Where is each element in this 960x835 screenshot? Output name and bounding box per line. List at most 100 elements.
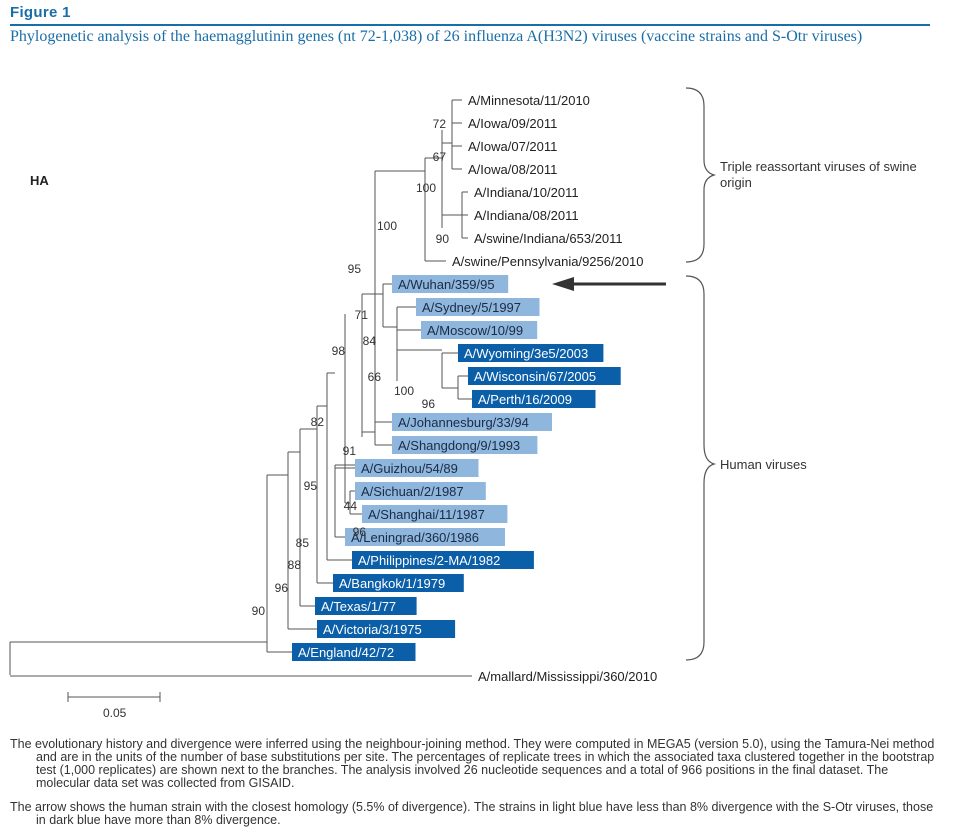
- taxon-label: A/Iowa/07/2011: [468, 139, 557, 154]
- light-blue-highlight: [392, 413, 552, 431]
- bootstrap-value: 96: [422, 397, 436, 411]
- figure-label: Figure 1: [10, 4, 71, 21]
- bootstrap-value: 100: [377, 219, 397, 233]
- dark-blue-highlight: [317, 620, 456, 638]
- taxon-20: A/Philippines/2-MA/1982: [352, 551, 534, 569]
- taxon-9: A/Sydney/5/1997: [416, 298, 540, 316]
- taxon-10: A/Moscow/10/99: [421, 321, 538, 339]
- taxon-label: A/Wyoming/3e5/2003: [464, 346, 588, 361]
- bootstrap-value: 66: [368, 370, 382, 384]
- taxon-label: A/Iowa/08/2011: [468, 162, 557, 177]
- taxon-label: A/Iowa/09/2011: [468, 116, 557, 131]
- taxon-15: A/Shangdong/9/1993: [392, 436, 538, 454]
- bootstrap-value: 95: [348, 262, 362, 276]
- bootstrap-value: 91: [343, 444, 357, 458]
- taxon-label: A/Guizhou/54/89: [361, 461, 458, 476]
- light-blue-highlight: [421, 321, 538, 339]
- taxon-label: A/Bangkok/1/1979: [339, 576, 445, 591]
- bootstrap-value: 85: [296, 536, 310, 550]
- taxon-label: A/Wuhan/359/95: [398, 277, 495, 292]
- taxon-22: A/Texas/1/77: [315, 597, 417, 615]
- swine-label-box: Triple reassortant viruses of swine orig…: [720, 159, 917, 190]
- taxon-label: A/Sichuan/2/1987: [361, 484, 464, 499]
- light-blue-highlight: [345, 528, 505, 546]
- bootstrap-value: 100: [394, 384, 414, 398]
- bootstrap-value: 90: [252, 604, 266, 618]
- light-blue-highlight: [355, 459, 479, 477]
- taxon-16: A/Guizhou/54/89: [355, 459, 479, 477]
- gene-label: HA: [30, 173, 49, 188]
- taxon-3: A/Iowa/08/2011: [468, 162, 557, 177]
- taxon-label: A/Moscow/10/99: [427, 323, 523, 338]
- taxon-label: A/England/42/72: [298, 645, 394, 660]
- light-blue-highlight: [416, 298, 540, 316]
- swine-bracket: [685, 87, 717, 263]
- tree-canvas: HA A/Minnesota/11/2010 A/Iowa/09/2011 A/Io…: [9, 87, 917, 720]
- bootstrap-value: 82: [311, 415, 325, 429]
- taxon-label: A/Victoria/3/1975: [323, 622, 422, 637]
- taxon-label: A/Sydney/5/1997: [422, 300, 521, 315]
- taxon-17: A/Sichuan/2/1987: [355, 482, 486, 500]
- taxon-label: A/Leningrad/360/1986: [351, 530, 479, 545]
- bootstrap-value: 96: [353, 525, 367, 539]
- taxon-label: A/Johannesburg/33/94: [398, 415, 529, 430]
- light-blue-highlight: [362, 505, 508, 523]
- light-blue-highlight: [392, 275, 509, 293]
- taxon-label: A/Philippines/2-MA/1982: [358, 553, 500, 568]
- taxon-8: A/Wuhan/359/95: [392, 275, 509, 293]
- bootstrap-value: 100: [416, 181, 436, 195]
- taxon-13: A/Perth/16/2009: [472, 390, 596, 408]
- figure-title: Phylogenetic analysis of the haemaggluti…: [10, 28, 863, 45]
- bootstrap-value: 88: [288, 558, 302, 572]
- taxon-label: A/Minnesota/11/2010: [468, 93, 590, 108]
- bootstrap-value: 90: [436, 232, 450, 246]
- light-blue-highlight: [355, 482, 486, 500]
- swine-group-label: Triple reassortant viruses of swine orig…: [720, 159, 917, 190]
- taxon-label: A/Shangdong/9/1993: [398, 438, 520, 453]
- dark-blue-highlight: [315, 597, 417, 615]
- dark-blue-highlight: [292, 643, 416, 661]
- caption-paragraph-2: The arrow shows the human strain with th…: [10, 801, 940, 827]
- caption-text-1: The evolutionary history and divergence …: [10, 737, 935, 790]
- taxon-6: A/swine/Indiana/653/2011: [474, 231, 623, 246]
- taxon-label: A/Texas/1/77: [321, 599, 396, 614]
- taxon-label: A/swine/Indiana/653/2011: [474, 231, 623, 246]
- taxon-11: A/Wyoming/3e5/2003: [458, 344, 604, 362]
- taxon-label: A/Indiana/08/2011: [474, 208, 579, 223]
- bootstrap-value: 96: [275, 581, 289, 595]
- tree-taxa: A/Minnesota/11/2010 A/Iowa/09/2011 A/Iowa/…: [292, 93, 657, 684]
- taxon-label: A/Wisconsin/67/2005: [474, 369, 596, 384]
- taxon-label: A/mallard/Mississippi/360/2010: [478, 669, 657, 684]
- taxon-0: A/Minnesota/11/2010: [468, 93, 590, 108]
- phylogenetic-tree: HA A/Minnesota/11/2010 A/Iowa/09/2011 A/Io…: [0, 80, 960, 730]
- bootstrap-value: 84: [363, 334, 377, 348]
- taxon-25: A/mallard/Mississippi/360/2010: [478, 669, 657, 684]
- bootstrap-value: 44: [344, 499, 358, 513]
- caption-text-2: The arrow shows the human strain with th…: [10, 800, 934, 827]
- dark-blue-highlight: [458, 344, 604, 362]
- taxon-label: A/swine/Pennsylvania/9256/2010: [452, 254, 644, 269]
- taxon-14: A/Johannesburg/33/94: [392, 413, 552, 431]
- taxon-12: A/Wisconsin/67/2005: [468, 367, 621, 385]
- bootstrap-value: 98: [332, 344, 346, 358]
- closest-homology-arrow-head: [552, 277, 574, 291]
- bootstrap-value: 67: [433, 150, 447, 164]
- caption-paragraph-1: The evolutionary history and divergence …: [10, 738, 940, 790]
- dark-blue-highlight: [333, 574, 464, 592]
- dark-blue-highlight: [468, 367, 621, 385]
- taxon-19: A/Leningrad/360/1986: [345, 528, 505, 546]
- human-bracket: [685, 275, 717, 661]
- bootstrap-value: 71: [355, 308, 369, 322]
- taxon-21: A/Bangkok/1/1979: [333, 574, 464, 592]
- bootstrap-value: 72: [433, 117, 447, 131]
- bootstrap-value: 95: [304, 479, 318, 493]
- taxon-24: A/England/42/72: [292, 643, 416, 661]
- taxon-label: A/Shanghai/11/1987: [368, 507, 485, 522]
- tree-branches: [9, 99, 472, 677]
- taxon-23: A/Victoria/3/1975: [317, 620, 456, 638]
- scale-bar-label: 0.05: [103, 706, 127, 720]
- taxon-2: A/Iowa/07/2011: [468, 139, 557, 154]
- human-group-label: Human viruses: [720, 457, 807, 472]
- taxon-label: A/Perth/16/2009: [478, 392, 572, 407]
- taxon-18: A/Shanghai/11/1987: [362, 505, 508, 523]
